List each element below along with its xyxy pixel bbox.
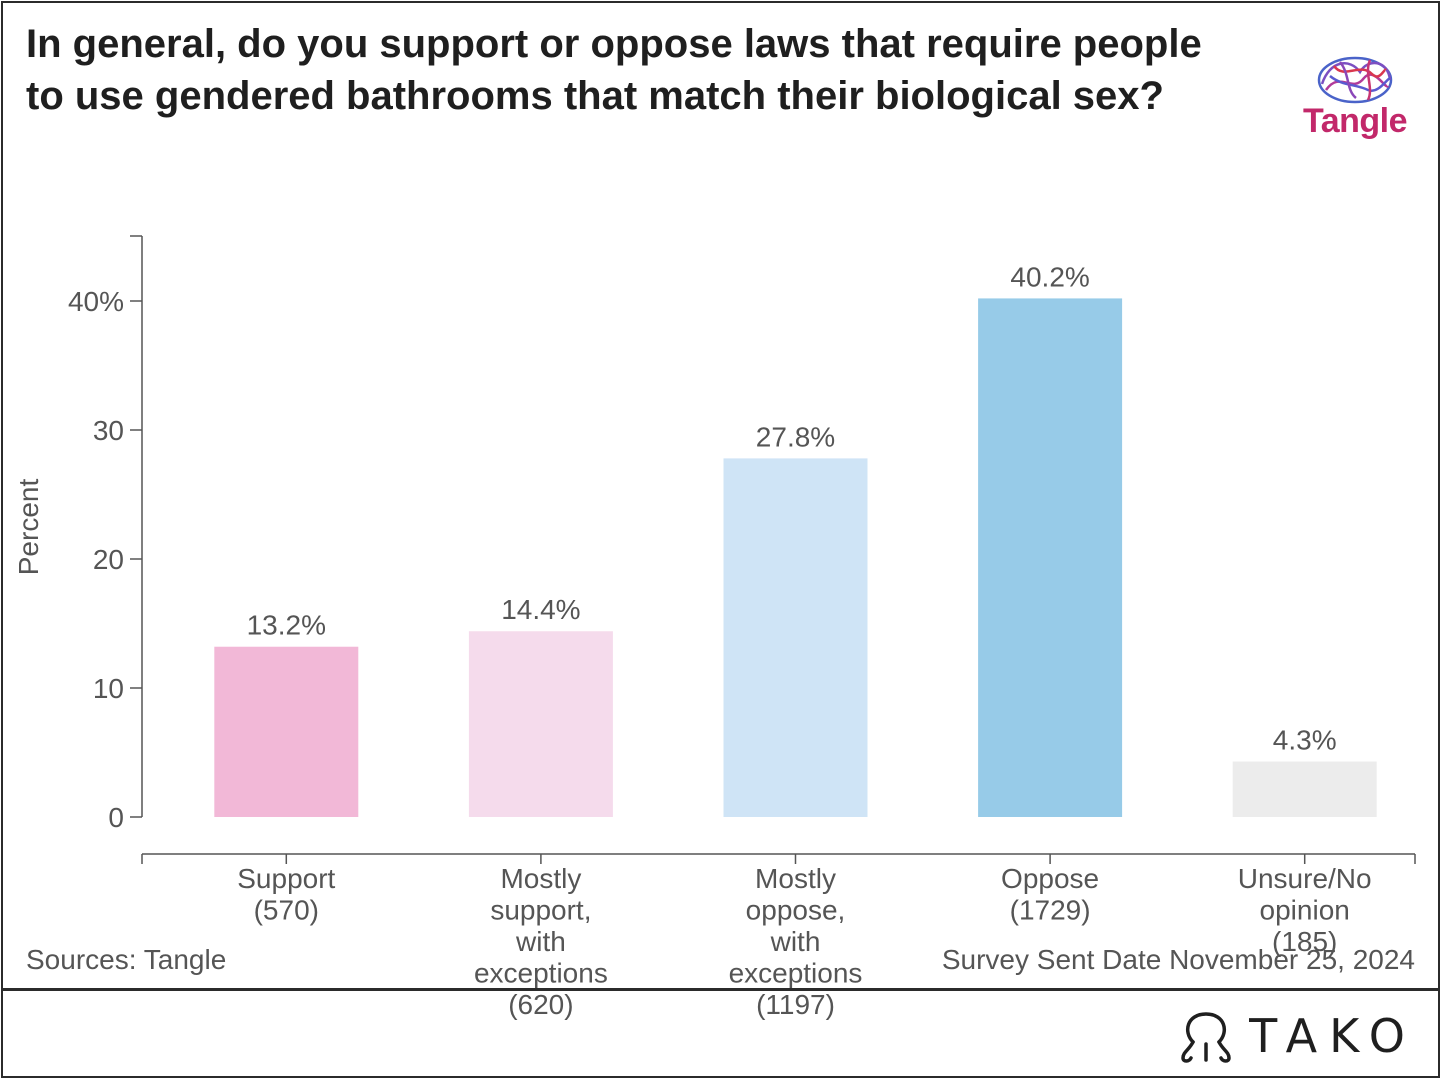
tako-brand: TAKO (1179, 1006, 1417, 1066)
logo-text: Tangle (1302, 102, 1408, 140)
y-tick-label: 0 (108, 802, 124, 833)
bar-value-label: 27.8% (756, 421, 835, 452)
bar (723, 458, 868, 817)
x-tick-labels: Support (570) Mostly support, with exceptions… (237, 863, 1371, 1020)
y-tick-label: 20 (93, 544, 124, 575)
x-tick-label: Support (570) (237, 863, 335, 926)
footer-divider (3, 988, 1438, 991)
bar-value-label: 4.3% (1273, 725, 1337, 756)
bar-value-label: 13.2% (247, 610, 326, 641)
tako-wordmark: TAKO (1249, 1009, 1417, 1063)
bar-value-label: 14.4% (501, 594, 580, 625)
brain-icon (1317, 56, 1393, 104)
bar (468, 631, 613, 817)
y-tick-label: 40% (68, 286, 124, 317)
bar-value-label: 40.2% (1010, 261, 1089, 292)
bar (978, 298, 1123, 817)
survey-date-note: Survey Sent Date November 25, 2024 (941, 944, 1415, 975)
tangle-logo: Tangle (1290, 50, 1420, 150)
sources-note: Sources: Tangle (26, 944, 227, 975)
x-tick-label: Oppose (1729) (1001, 863, 1099, 926)
y-axis: 0 10 20 30 40% (68, 235, 143, 833)
x-tick-label: Mostly support, with exceptions (620) (474, 863, 608, 1020)
x-tick-label: Mostly oppose, with exceptions (1197) (729, 863, 863, 1020)
x-axis (141, 853, 1416, 864)
x-tick-label: Unsure/No opinion (185) (1238, 863, 1372, 957)
y-tick-label: 30 (93, 415, 124, 446)
bars (214, 298, 1377, 817)
bar-value-labels: 13.2% 14.4% 27.8% 40.2% 4.3% (247, 261, 1337, 755)
y-tick-label: 10 (93, 673, 124, 704)
tako-octopus-icon (1181, 1012, 1231, 1063)
y-axis-label: Percent (13, 479, 44, 576)
bar (214, 646, 359, 817)
bar (1232, 761, 1377, 817)
chart-title: In general, do you support or oppose law… (26, 22, 1202, 118)
